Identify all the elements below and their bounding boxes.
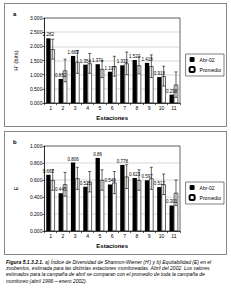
svg-text:9: 9 bbox=[148, 105, 151, 111]
svg-text:Estaciones: Estaciones bbox=[96, 115, 128, 121]
svg-text:H' (bits): H' (bits) bbox=[13, 50, 19, 70]
svg-text:0.000: 0.000 bbox=[30, 100, 43, 106]
svg-text:0.500: 0.500 bbox=[30, 86, 43, 92]
svg-text:0.778: 0.778 bbox=[117, 159, 129, 164]
svg-text:2.000: 2.000 bbox=[30, 43, 43, 49]
svg-text:0.600: 0.600 bbox=[30, 177, 43, 183]
svg-text:10: 10 bbox=[159, 105, 165, 111]
svg-text:11: 11 bbox=[171, 233, 176, 239]
svg-text:Abr-02: Abr-02 bbox=[200, 185, 215, 191]
svg-text:Estaciones: Estaciones bbox=[96, 243, 128, 249]
svg-text:0.517: 0.517 bbox=[153, 181, 165, 187]
svg-text:6: 6 bbox=[111, 105, 114, 111]
svg-text:0.800: 0.800 bbox=[30, 160, 43, 166]
svg-text:2: 2 bbox=[62, 233, 65, 239]
svg-text:0.662: 0.662 bbox=[42, 168, 55, 174]
svg-text:8: 8 bbox=[135, 233, 138, 239]
svg-text:1.663: 1.663 bbox=[67, 49, 79, 55]
svg-text:0.000: 0.000 bbox=[30, 228, 43, 234]
svg-text:3: 3 bbox=[74, 105, 77, 111]
svg-text:1.332: 1.332 bbox=[116, 59, 128, 65]
svg-text:6: 6 bbox=[111, 233, 114, 239]
svg-text:1.000: 1.000 bbox=[30, 72, 43, 78]
svg-text:7: 7 bbox=[123, 105, 126, 111]
svg-text:1.523: 1.523 bbox=[129, 53, 141, 59]
svg-text:0.852: 0.852 bbox=[55, 72, 67, 78]
svg-text:0.86: 0.86 bbox=[93, 152, 102, 157]
svg-text:1.500: 1.500 bbox=[30, 58, 43, 64]
html-text:1.354 1.371: 1.354 1.371 bbox=[79, 58, 104, 64]
svg-text:1.107: 1.107 bbox=[104, 65, 116, 71]
svg-text:0.521: 0.521 bbox=[79, 180, 91, 186]
svg-text:4: 4 bbox=[86, 233, 89, 239]
svg-text:a: a bbox=[13, 11, 17, 17]
html-text:Figura 5.1.3.2.1. a) Índice de: Figura 5.1.3.2.1. a) Índice de Diversida… bbox=[6, 259, 212, 284]
svg-text:4: 4 bbox=[86, 105, 89, 111]
svg-text:5: 5 bbox=[98, 105, 101, 111]
svg-text:2.500: 2.500 bbox=[30, 29, 43, 35]
svg-text:0.597: 0.597 bbox=[141, 174, 153, 180]
svg-text:7: 7 bbox=[123, 233, 126, 239]
svg-text:Promedio: Promedio bbox=[200, 67, 222, 73]
svg-text:8: 8 bbox=[135, 105, 138, 111]
svg-text:Abr-02: Abr-02 bbox=[200, 57, 215, 63]
svg-text:0.548: 0.548 bbox=[104, 178, 116, 184]
svg-text:11: 11 bbox=[171, 105, 176, 111]
svg-text:0.400: 0.400 bbox=[30, 194, 43, 200]
svg-text:0.623: 0.623 bbox=[129, 172, 141, 178]
svg-text:5: 5 bbox=[98, 233, 101, 239]
svg-text:0.200: 0.200 bbox=[30, 211, 43, 217]
svg-text:1: 1 bbox=[49, 105, 52, 111]
svg-text:0.301: 0.301 bbox=[166, 199, 178, 205]
svg-text:0.298: 0.298 bbox=[166, 88, 178, 94]
svg-text:b: b bbox=[13, 139, 17, 145]
svg-text:0.918: 0.918 bbox=[153, 71, 165, 77]
svg-text:9: 9 bbox=[148, 233, 151, 239]
svg-text:3.000: 3.000 bbox=[30, 15, 43, 21]
svg-text:1.000: 1.000 bbox=[30, 143, 43, 149]
svg-text:2: 2 bbox=[62, 105, 65, 111]
svg-text:1: 1 bbox=[49, 233, 52, 239]
svg-text:3: 3 bbox=[74, 233, 77, 239]
svg-text:1.418: 1.418 bbox=[141, 56, 153, 62]
svg-text:2.282: 2.282 bbox=[43, 32, 55, 37]
svg-text:E: E bbox=[13, 187, 19, 191]
svg-text:Promedio: Promedio bbox=[200, 195, 222, 201]
svg-text:0.445: 0.445 bbox=[55, 187, 67, 193]
svg-text:0.806: 0.806 bbox=[67, 157, 79, 162]
svg-text:10: 10 bbox=[159, 233, 165, 239]
